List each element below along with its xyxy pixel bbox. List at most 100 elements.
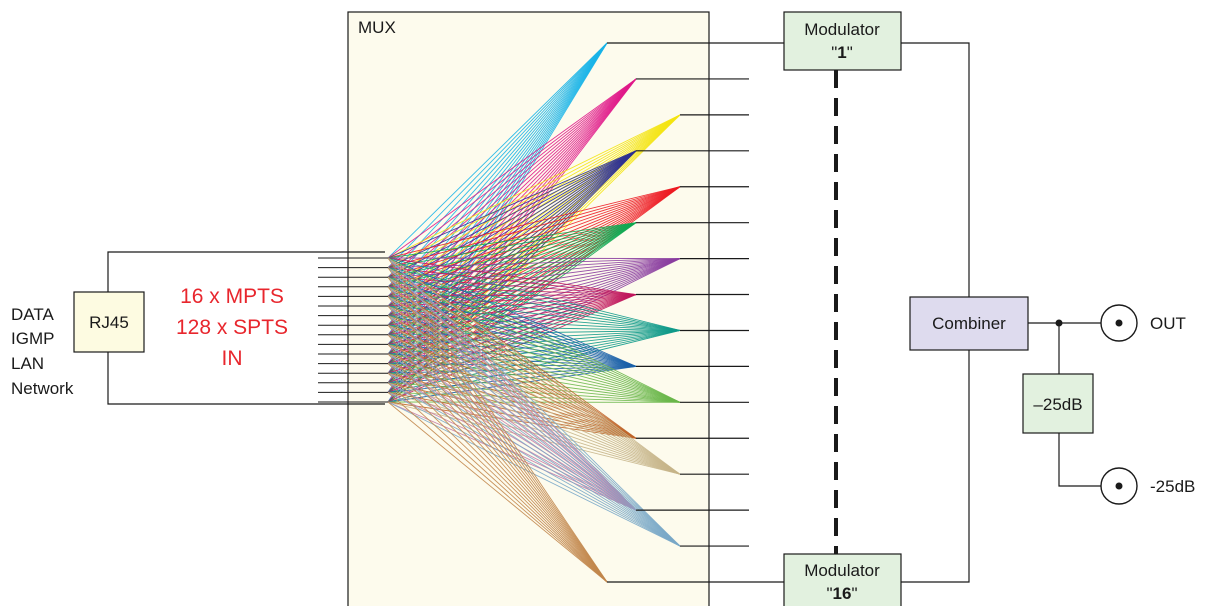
mux-fan-line <box>387 114 681 259</box>
attenuator-label: –25dB <box>1033 395 1082 414</box>
mux-fan-line <box>387 257 637 367</box>
mux-fan-line <box>387 186 681 278</box>
input-line-mpts: 16 x MPTS <box>180 285 284 308</box>
mux-fan-line <box>387 222 637 259</box>
mux-fan-line <box>387 343 681 475</box>
mux-fan-line <box>387 42 608 307</box>
mux-fan-line <box>387 276 681 331</box>
mux-fan-line <box>387 334 637 511</box>
mux-fan-line <box>387 344 608 583</box>
mux-fan-line <box>387 114 681 278</box>
mux-fan-line <box>387 334 637 439</box>
mux-fan-line <box>387 372 681 547</box>
mux-fan-line <box>387 257 681 331</box>
mux-fan-line <box>387 334 608 583</box>
mux-fan-line <box>387 392 681 547</box>
mux-fan-line <box>387 363 681 547</box>
mux-fan-line <box>387 401 608 583</box>
mux-fan-line <box>387 296 637 439</box>
mux-fan-line <box>387 353 637 439</box>
mux-fan-line <box>387 186 681 269</box>
combiner-box <box>909 296 1029 351</box>
mux-fan-line <box>387 324 608 583</box>
mux-fan-line <box>387 42 608 288</box>
attenuated-out-line <box>1058 433 1101 487</box>
attenuated-out-label: -25dB <box>1150 477 1195 496</box>
mux-fan-line <box>387 257 608 583</box>
mux-fan-line <box>387 392 608 583</box>
input-line-spts: 128 x SPTS <box>176 316 288 339</box>
mux-fan-line <box>387 257 681 547</box>
modulator-1-number: "1" <box>831 43 853 62</box>
mux-fan-line <box>387 315 608 583</box>
mux-fan-line <box>387 276 637 367</box>
attenuator-box <box>1022 373 1094 434</box>
mux-fan-line <box>387 391 681 475</box>
mux-fan-bundle <box>387 42 608 403</box>
mux-fan-line <box>387 42 608 268</box>
mux-label: MUX <box>358 18 396 37</box>
modulator-16-number: "16" <box>826 584 857 603</box>
mux-fan-line <box>387 372 608 583</box>
mux-fan-line <box>387 42 608 336</box>
mux-fan-line <box>387 276 681 475</box>
mux-fan-line <box>387 296 608 583</box>
mux-fan-line <box>387 401 637 439</box>
input-line-in: IN <box>222 347 243 370</box>
mux-fan-line <box>387 267 637 367</box>
out-label: OUT <box>1150 314 1186 333</box>
combiner-feed-bottom <box>901 350 970 583</box>
mux-fan-line <box>387 42 608 297</box>
mux-fan-line <box>387 334 681 475</box>
combiner-feed-top <box>901 42 970 297</box>
mux-fan-line <box>387 315 681 475</box>
mux-fan-line <box>387 324 681 475</box>
mux-fan-line <box>387 42 608 278</box>
source-label-data: DATA <box>11 305 54 324</box>
mux-fan-line <box>387 315 681 547</box>
modulator-1-number-value: 1 <box>837 43 846 62</box>
mux-output-lines <box>636 78 749 547</box>
out-connector-pin <box>1115 319 1123 327</box>
mux-fan-line <box>387 324 681 547</box>
mux-input-lines <box>318 257 388 403</box>
mux-fan-line <box>387 258 681 269</box>
mux-fan-line <box>387 382 681 475</box>
mux-fan-lines <box>387 42 681 583</box>
mux-fan-line <box>387 305 608 583</box>
mux-fan-line <box>387 276 637 295</box>
mux-fan-line <box>387 222 637 269</box>
rj45-connector <box>73 291 145 353</box>
source-label-network: Network <box>11 379 74 398</box>
mux-fan-line <box>387 258 681 278</box>
mux-fan-line <box>387 257 637 295</box>
mux-fan-line <box>387 305 681 547</box>
mux-fan-line <box>387 267 681 547</box>
mux-fan-line <box>387 276 637 511</box>
mux-fan-line <box>387 267 681 475</box>
mux-fan-line <box>387 382 681 547</box>
mux-fan-line <box>387 267 681 331</box>
mux-fan-line <box>387 78 637 259</box>
mux-fan-line <box>387 276 681 403</box>
rj45-label: RJ45 <box>89 313 129 332</box>
mux-fan-line <box>387 286 681 475</box>
mux-fan-line <box>387 344 637 511</box>
mux-fan-line <box>387 276 608 583</box>
mux-fan-line <box>387 363 637 439</box>
mux-fan-line <box>387 363 608 583</box>
mux-fan-line <box>387 276 681 547</box>
mux-fan-line <box>387 286 637 439</box>
modulator-1-box <box>783 11 902 71</box>
mux-fan-line <box>387 267 681 403</box>
mux-fan-line <box>387 344 681 547</box>
mux-fan-line <box>387 353 608 583</box>
mux-fan-line <box>387 150 637 259</box>
modulator-1-name: Modulator <box>804 20 880 39</box>
mux-fan-line <box>387 114 681 268</box>
mux-fan-line <box>387 78 637 268</box>
combiner-label: Combiner <box>932 314 1006 333</box>
mux-fan-line <box>387 257 681 260</box>
modulator-16-name: Modulator <box>804 561 880 580</box>
